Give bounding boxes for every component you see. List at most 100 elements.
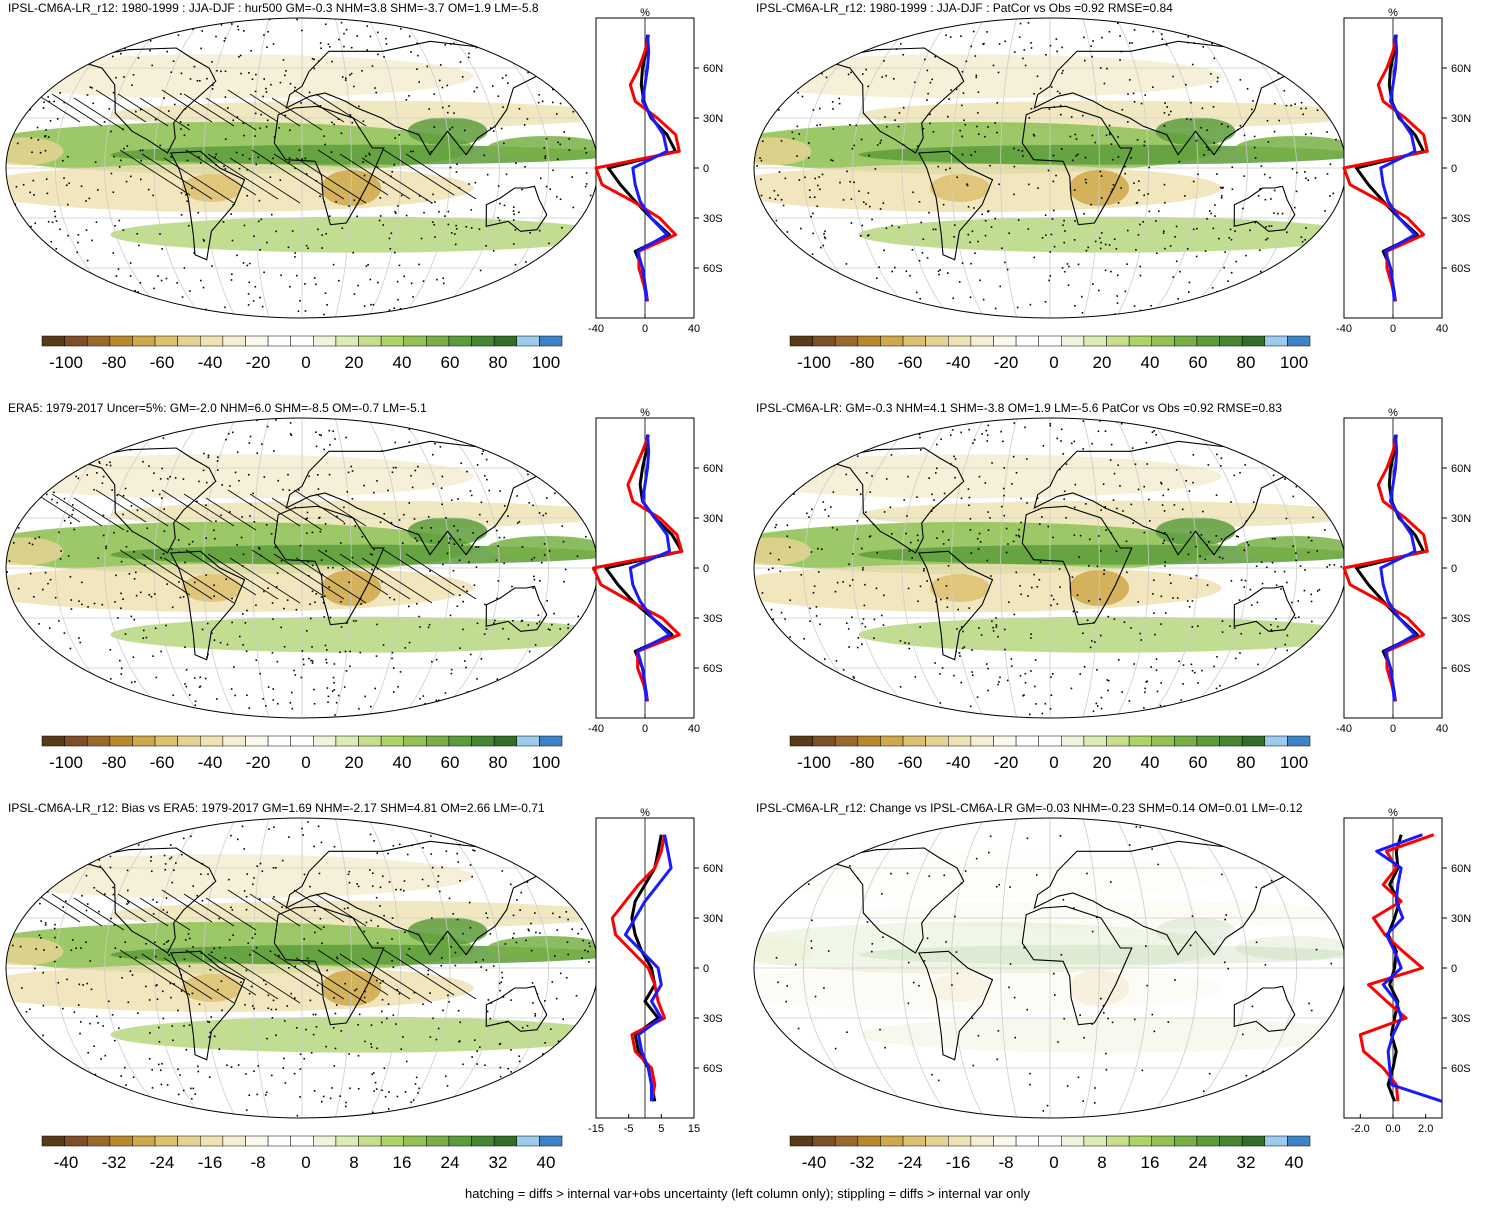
stipple-dot [589,119,591,122]
stipple-dot [959,655,961,657]
stipple-dot [120,607,122,610]
stipple-dot [348,870,351,873]
colorbar-swatch [1219,1135,1243,1147]
stipple-dot [1057,1041,1059,1043]
stipple-dot [33,66,36,69]
field-anomaly [6,137,64,166]
hatch-line [95,889,147,923]
colorbar-swatch [403,1135,427,1147]
stipple-dot [514,263,517,266]
stipple-dot [1066,1085,1069,1087]
colorbar-label: 20 [345,753,364,772]
stipple-dot [14,203,17,206]
colorbar-swatch [335,735,359,747]
stipple-dot [157,275,159,277]
colorbar-swatch [313,335,337,347]
stipple-dot [1216,173,1218,175]
stipple-dot [549,1074,551,1077]
stipple-dot [877,418,879,421]
stipple-dot [294,674,297,676]
stipple-dot [475,566,478,568]
stipple-dot [570,877,573,879]
stipple-dot [367,263,369,266]
stipple-dot [278,127,280,129]
profile-x-label: 0 [1390,723,1396,735]
stipple-dot [1173,504,1176,506]
stipple-dot [231,597,233,600]
stipple-dot [539,474,542,477]
stipple-dot [123,76,125,78]
colorbar-swatch [1241,735,1266,747]
stipple-dot [953,455,955,458]
stipple-dot [1251,1005,1254,1008]
stipple-dot [75,947,77,950]
stipple-dot [78,983,81,986]
coastline [169,550,246,661]
stipple-dot [1176,597,1179,599]
stipple-dot [388,237,391,240]
stipple-dot [765,271,768,274]
stipple-dot [392,966,395,969]
stipple-dot [1332,192,1335,195]
stipple-dot [403,275,406,278]
colorbar-swatch [64,335,88,347]
stipple-dot [1143,144,1146,147]
stipple-dot [289,285,291,288]
stipple-dot [501,287,504,289]
stipple-dot [27,685,29,687]
stipple-dot [23,280,26,283]
stipple-dot [910,541,912,544]
stipple-dot [824,463,826,465]
stipple-dot [592,1020,594,1023]
stipple-dot [582,252,584,254]
stipple-dot [883,594,885,597]
profile-series-2 [592,434,684,702]
stipple-dot [905,532,907,535]
stipple-dot [894,266,896,269]
stipple-dot [418,195,421,197]
stipple-dot [301,827,303,830]
stipple-dot [392,667,395,669]
stipple-dot [276,702,279,705]
stipple-dot [1111,1021,1114,1024]
stipple-dot [1191,669,1194,672]
stipple-dot [808,516,810,518]
stipple-dot [571,176,574,178]
stipple-dot [579,57,581,60]
stipple-dot [75,475,77,478]
stipple-dot [376,1047,378,1050]
colorbar-label: 0 [301,1153,310,1172]
stipple-dot [1144,691,1146,694]
stipple-dot [342,567,344,570]
stipple-dot [453,233,456,235]
stipple-dot [1221,873,1223,876]
stipple-dot [824,508,826,511]
stipple-dot [148,1113,151,1116]
stipple-dot [546,497,548,499]
stipple-dot [893,77,895,80]
stipple-dot [1108,133,1111,136]
stipple-dot [1105,529,1107,531]
hatch-line [339,153,411,200]
stipple-dot [769,694,771,697]
stipple-dot [18,69,21,72]
stipple-dot [1283,570,1286,573]
stipple-dot [937,426,939,428]
stipple-dot [1214,436,1217,438]
hatch-line [405,953,477,1000]
stipple-dot [54,215,57,218]
stipple-dot [64,53,66,55]
stipple-dot [186,159,189,162]
hatch-line [205,897,257,931]
stipple-dot [1076,594,1079,596]
stipple-dot [902,53,905,56]
stipple-dot [182,478,185,480]
stipple-dot [39,434,42,436]
stipple-dot [1117,658,1120,661]
stipple-dot [565,1062,567,1064]
stipple-dot [377,281,379,284]
stipple-dot [376,166,379,168]
stipple-dot [133,550,135,553]
stipple-dot [808,444,810,447]
stipple-dot [1216,453,1218,456]
